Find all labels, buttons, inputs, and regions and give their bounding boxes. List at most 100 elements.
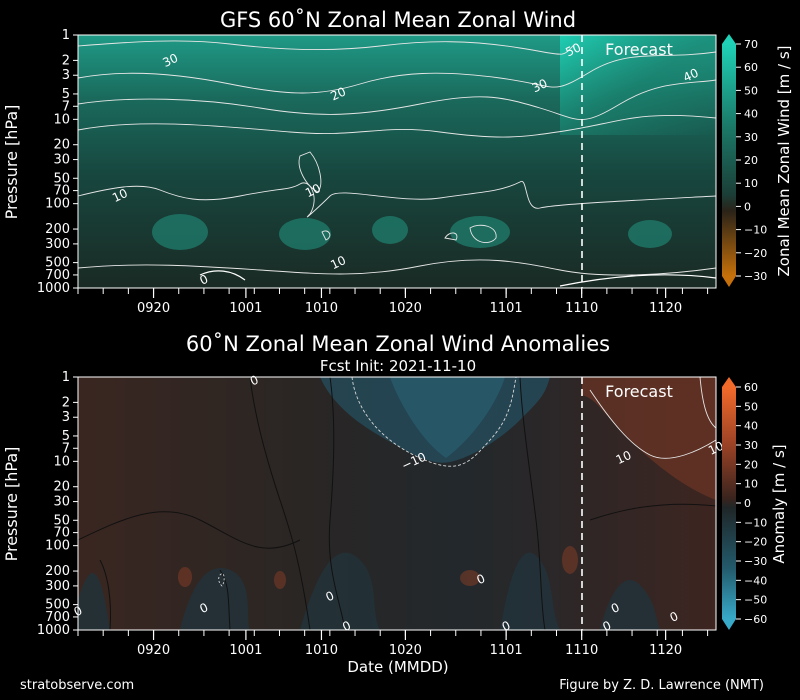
bottom-y-tick-label: 700 xyxy=(45,610,70,625)
top-colorbar-tick-label: 10 xyxy=(744,177,758,190)
top-colorbar-label: Zonal Mean Zonal Wind [m / s] xyxy=(775,46,793,277)
bottom-colorbar-tick-label: −60 xyxy=(744,613,767,626)
footer-credit: Figure by Z. D. Lawrence (NMT) xyxy=(559,678,764,693)
top-colorbar-body xyxy=(722,44,736,276)
bottom-x-axis-label: Date (MMDD) xyxy=(347,658,448,676)
bottom-plus10-contour-2 xyxy=(699,376,717,429)
bottom-colorbar-body xyxy=(722,387,736,619)
top-forecast-highlight xyxy=(560,35,716,135)
top-colorbar-ticks: 70 60 50 40 30 20 10 0 −10 −20 −30 xyxy=(736,38,767,283)
footer-site: stratobserve.com xyxy=(20,678,134,693)
bottom-x-tick-label: 1001 xyxy=(229,643,262,658)
top-x-tick-label: 1010 xyxy=(305,301,338,316)
top-plot-frame xyxy=(77,34,717,289)
bottom-colorbar-tick-label: 30 xyxy=(744,439,758,452)
top-zero-contour-2 xyxy=(559,274,717,287)
top-contour-label: 30 xyxy=(160,51,180,70)
bottom-y-tick-label: 10 xyxy=(53,454,70,469)
top-y-tick-label: 100 xyxy=(45,197,70,212)
bottom-colorbar-ticks: 60 50 40 30 20 10 0 −10 −20 −30 −40 −50 −60 xyxy=(736,381,767,626)
bottom-plot-frame xyxy=(77,376,717,631)
bottom-y-tick-label: 1 xyxy=(62,370,70,385)
top-chart-title: GFS 60˚N Zonal Mean Zonal Wind xyxy=(220,8,576,32)
top-plot-area xyxy=(77,35,717,288)
bottom-y-tick-label: 20 xyxy=(53,480,70,495)
top-y-tick-label: 20 xyxy=(53,138,70,153)
bottom-colorbar-lower-arrow xyxy=(722,619,736,630)
top-y-tick-label: 70 xyxy=(53,184,70,199)
bottom-forecast-label: Forecast xyxy=(605,382,673,401)
top-jet-blobs xyxy=(152,214,672,250)
bottom-y-tick-label: 200 xyxy=(45,564,70,579)
bottom-y-tick-label: 500 xyxy=(45,598,70,613)
top-contour-label: 10 xyxy=(328,253,348,272)
top-colorbar-tick-label: 60 xyxy=(744,61,758,74)
bottom-colorbar-tick-label: −30 xyxy=(744,555,767,568)
top-x-tick-label: 0920 xyxy=(137,301,170,316)
top-y-tick-label: 3 xyxy=(62,68,70,83)
bottom-y-tick-label: 30 xyxy=(53,495,70,510)
bottom-y-tick-label: 5 xyxy=(62,429,70,444)
top-y-tick-label: 700 xyxy=(45,268,70,283)
top-colorbar-tick-label: −10 xyxy=(744,224,767,237)
bottom-x-tick-label: 0920 xyxy=(137,643,170,658)
top-contour-label: 40 xyxy=(681,66,701,85)
top-y-tick-label: 30 xyxy=(53,153,70,168)
top-y-tick-label: 7 xyxy=(62,99,70,114)
bottom-plus10-contour xyxy=(589,389,717,459)
bottom-y-tick-label: 70 xyxy=(53,526,70,541)
bottom-minus10-contour xyxy=(351,376,517,467)
top-x-axis: 0920 1001 1010 1020 1101 1110 1120 xyxy=(77,288,709,316)
bottom-y-tick-label: 50 xyxy=(53,513,70,528)
bottom-colorbar-tick-label: −10 xyxy=(744,516,767,529)
top-y-tick-label: 500 xyxy=(45,256,70,271)
bottom-y-tick-label: 1000 xyxy=(37,623,70,638)
top-contours xyxy=(77,40,717,276)
bottom-x-tick-label: 1020 xyxy=(389,643,422,658)
top-y-tick-label: 300 xyxy=(45,237,70,252)
top-colorbar-tick-label: 0 xyxy=(744,200,751,213)
top-x-tick-label: 1110 xyxy=(565,301,598,316)
top-y-tick-label: 10 xyxy=(53,112,70,127)
bottom-x-tick-label: 1120 xyxy=(649,643,682,658)
bottom-colorbar-label: Anomaly [m / s] xyxy=(770,444,788,563)
bottom-colorbar-tick-label: 20 xyxy=(744,458,758,471)
top-zero-contour xyxy=(199,270,246,281)
bottom-colorbar-tick-label: 50 xyxy=(744,400,758,413)
bottom-y-axis-label: Pressure [hPa] xyxy=(2,447,21,562)
bottom-x-tick-label: 1010 xyxy=(305,643,338,658)
bottom-small-loop xyxy=(218,573,225,587)
top-forecast-label: Forecast xyxy=(605,40,673,59)
top-contour-label: 10 xyxy=(303,181,323,200)
bottom-positive-forecast xyxy=(582,377,716,500)
bottom-contours xyxy=(77,376,717,631)
top-y-tick-label: 1000 xyxy=(37,281,70,296)
bottom-colorbar-tick-label: −50 xyxy=(744,594,767,607)
top-colorbar-tick-label: 50 xyxy=(744,84,758,97)
bottom-low-level-regions xyxy=(78,552,660,630)
top-contour-label: 50 xyxy=(563,40,583,59)
top-colorbar: 70 60 50 40 30 20 10 0 −10 −20 −30 xyxy=(722,34,767,287)
top-colorbar-tick-label: 30 xyxy=(744,131,758,144)
top-y-tick-label: 2 xyxy=(62,53,70,68)
top-y-tick-label: 1 xyxy=(62,28,70,43)
bottom-y-tick-label: 2 xyxy=(62,395,70,410)
bottom-colorbar-tick-label: 10 xyxy=(744,478,758,491)
bottom-contour-label: 10 xyxy=(614,448,634,467)
top-y-axis-label: Pressure [hPa] xyxy=(2,105,21,220)
top-x-tick-label: 1101 xyxy=(490,301,523,316)
bottom-x-tick-label: 1101 xyxy=(490,643,523,658)
top-contour-label: 20 xyxy=(328,84,348,103)
bottom-y-tick-label: 100 xyxy=(45,539,70,554)
bottom-plot-area xyxy=(77,376,717,631)
top-y-tick-label: 5 xyxy=(62,87,70,102)
bottom-x-tick-label: 1110 xyxy=(565,643,598,658)
bottom-y-tick-label: 3 xyxy=(62,410,70,425)
top-colorbar-tick-label: −30 xyxy=(744,270,767,283)
bottom-neg-deep xyxy=(390,377,505,458)
top-colorbar-upper-arrow xyxy=(722,34,736,44)
bottom-y-tick-label: 7 xyxy=(62,441,70,456)
bottom-positive-low-blobs xyxy=(178,546,578,589)
